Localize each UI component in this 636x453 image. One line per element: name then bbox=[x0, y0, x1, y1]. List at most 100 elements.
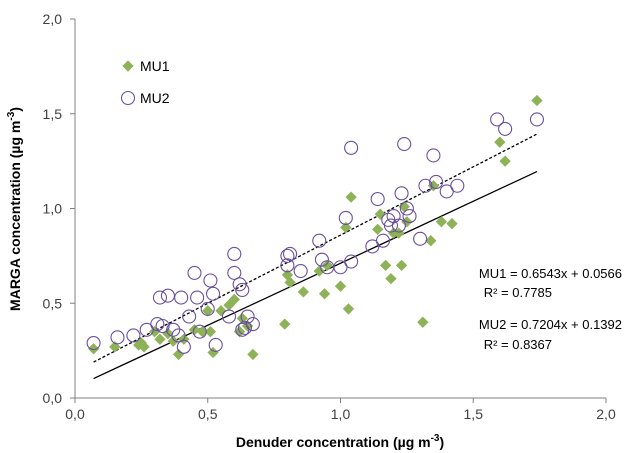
point-mu1 bbox=[417, 316, 429, 328]
point-mu2 bbox=[152, 290, 168, 305]
x-axis-title: Denuder concentration (µg m-3) bbox=[236, 433, 444, 450]
point-mu2 bbox=[192, 324, 207, 339]
point-mu2 bbox=[176, 339, 191, 354]
legend-marker-mu2 bbox=[120, 90, 136, 106]
point-mu2 bbox=[166, 322, 181, 337]
point-mu2 bbox=[370, 191, 385, 207]
point-mu1 bbox=[318, 288, 331, 300]
x-axis-title-tail: ) bbox=[439, 434, 444, 450]
point-mu2 bbox=[208, 337, 223, 352]
point-mu2 bbox=[338, 210, 353, 226]
point-mu1 bbox=[342, 303, 355, 315]
point-mu1 bbox=[247, 348, 259, 361]
point-mu2 bbox=[182, 309, 197, 324]
y-axis-title-main: MARGA concentration (µg m bbox=[7, 121, 23, 311]
y-tick-label: 1,0 bbox=[43, 201, 63, 217]
point-mu2 bbox=[418, 178, 433, 193]
point-mu1 bbox=[202, 305, 214, 317]
y-tick-label: 0,5 bbox=[43, 295, 63, 311]
point-mu1 bbox=[499, 155, 511, 167]
point-mu2 bbox=[160, 288, 175, 303]
point-mu2 bbox=[171, 328, 186, 343]
point-mu1 bbox=[207, 346, 219, 359]
point-mu2 bbox=[245, 317, 260, 332]
mu2-equation: MU2 = 0.7204x + 0.1392 bbox=[479, 317, 622, 332]
point-mu2 bbox=[450, 178, 465, 193]
point-mu2 bbox=[399, 201, 414, 216]
trendlines bbox=[93, 133, 538, 380]
point-mu2 bbox=[206, 286, 221, 301]
point-mu2 bbox=[394, 186, 409, 201]
point-mu2 bbox=[283, 246, 298, 262]
point-mu1 bbox=[494, 136, 506, 148]
y-axis-title: MARGA concentration (µg m-3) bbox=[6, 107, 23, 311]
x-tick-label: 1,5 bbox=[464, 406, 484, 422]
y-tick-label: 0,0 bbox=[43, 390, 63, 406]
x-tick-label: 1,0 bbox=[331, 406, 351, 422]
point-mu2 bbox=[110, 330, 125, 345]
point-mu1 bbox=[379, 259, 392, 272]
x-tick-label: 0,0 bbox=[65, 406, 85, 422]
y-tick-label: 1,5 bbox=[43, 106, 63, 122]
mu1-r2: R² = 0.7785 bbox=[484, 285, 552, 300]
point-mu1 bbox=[395, 259, 408, 272]
point-mu1 bbox=[385, 272, 397, 285]
point-mu1 bbox=[334, 280, 347, 292]
point-mu1 bbox=[446, 218, 458, 230]
point-mu2 bbox=[397, 137, 412, 152]
trendline-mu2 bbox=[93, 133, 538, 363]
legend-label-mu1: MU1 bbox=[140, 58, 170, 74]
y-tick-label: 2,0 bbox=[43, 11, 63, 27]
point-mu2 bbox=[190, 290, 205, 305]
point-mu2 bbox=[155, 318, 170, 334]
point-mu2 bbox=[490, 112, 505, 127]
mu1-equation: MU1 = 0.6543x + 0.0566 bbox=[479, 266, 622, 281]
point-mu2 bbox=[391, 218, 406, 233]
point-mu1 bbox=[279, 318, 291, 330]
point-mu2 bbox=[280, 248, 295, 263]
point-mu2 bbox=[200, 301, 215, 316]
point-mu2 bbox=[426, 148, 441, 163]
point-mu2 bbox=[344, 140, 359, 155]
legend-marker-mu1 bbox=[122, 60, 134, 72]
point-mu2 bbox=[174, 290, 189, 305]
point-mu2 bbox=[187, 265, 202, 280]
point-mu2 bbox=[235, 282, 250, 298]
point-mu1 bbox=[531, 94, 543, 107]
point-mu2 bbox=[429, 174, 444, 190]
point-mu2 bbox=[383, 218, 398, 233]
x-axis-title-main: Denuder concentration (µg m bbox=[236, 434, 431, 450]
data-points bbox=[86, 94, 545, 361]
point-mu2 bbox=[86, 335, 101, 351]
point-mu2 bbox=[314, 252, 329, 267]
point-mu2 bbox=[227, 265, 242, 280]
point-mu2 bbox=[529, 112, 545, 127]
point-mu2 bbox=[312, 233, 327, 248]
legend-label-mu2: MU2 bbox=[140, 90, 170, 106]
point-mu1 bbox=[345, 191, 357, 203]
point-mu2 bbox=[375, 233, 391, 248]
point-mu2 bbox=[221, 309, 237, 324]
y-axis-title-sup: -3 bbox=[6, 111, 17, 120]
point-mu2 bbox=[344, 254, 359, 269]
point-mu2 bbox=[240, 309, 255, 324]
point-mu2 bbox=[413, 231, 428, 246]
x-axis-title-sup: -3 bbox=[431, 433, 440, 444]
point-mu2 bbox=[280, 258, 295, 273]
x-tick-label: 0,5 bbox=[198, 406, 218, 422]
point-mu1 bbox=[372, 223, 384, 236]
point-mu2 bbox=[293, 263, 308, 279]
y-axis-title-tail: ) bbox=[7, 107, 23, 112]
point-mu2 bbox=[227, 246, 242, 262]
trendline-mu1 bbox=[93, 170, 538, 380]
tick-labels: 0,0 0,5 1,0 1,5 2,0 0,0 0,5 1,0 1,5 2,0 bbox=[43, 11, 616, 422]
point-mu2 bbox=[237, 320, 252, 335]
point-mu1 bbox=[321, 259, 333, 272]
point-mu2 bbox=[498, 121, 513, 136]
point-mu2 bbox=[126, 328, 141, 343]
point-mu2 bbox=[402, 209, 417, 224]
mu2-r2: R² = 0.8367 bbox=[484, 337, 552, 352]
legend: MU1 MU2 bbox=[120, 58, 170, 106]
point-mu1 bbox=[297, 286, 309, 298]
